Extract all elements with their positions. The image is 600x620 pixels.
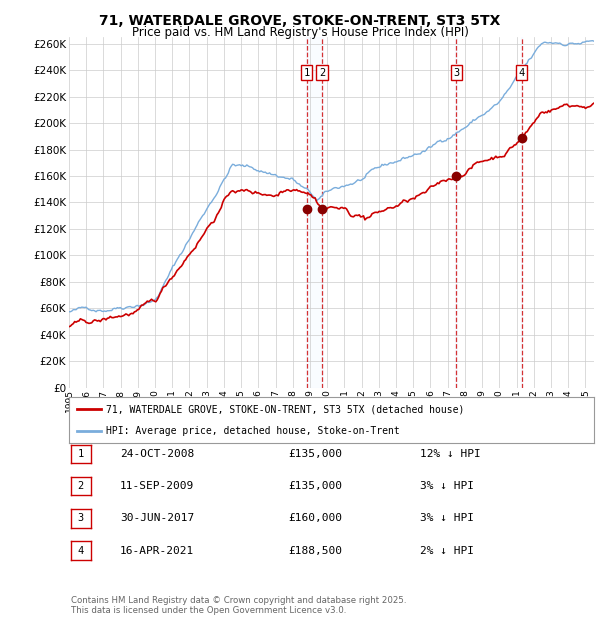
Text: 30-JUN-2017: 30-JUN-2017 <box>120 513 194 523</box>
Text: 4: 4 <box>518 68 524 78</box>
Text: £135,000: £135,000 <box>288 449 342 459</box>
Text: 2: 2 <box>319 68 325 78</box>
Text: 3% ↓ HPI: 3% ↓ HPI <box>420 481 474 491</box>
Text: £160,000: £160,000 <box>288 513 342 523</box>
Text: 71, WATERDALE GROVE, STOKE-ON-TRENT, ST3 5TX: 71, WATERDALE GROVE, STOKE-ON-TRENT, ST3… <box>100 14 500 28</box>
Text: £188,500: £188,500 <box>288 546 342 556</box>
Text: 3% ↓ HPI: 3% ↓ HPI <box>420 513 474 523</box>
Text: 1: 1 <box>77 449 84 459</box>
Text: 4: 4 <box>77 546 84 556</box>
Text: 71, WATERDALE GROVE, STOKE-ON-TRENT, ST3 5TX (detached house): 71, WATERDALE GROVE, STOKE-ON-TRENT, ST3… <box>106 404 464 414</box>
Text: 2: 2 <box>77 481 84 491</box>
Text: Price paid vs. HM Land Registry's House Price Index (HPI): Price paid vs. HM Land Registry's House … <box>131 26 469 39</box>
Text: 1: 1 <box>304 68 310 78</box>
Text: 24-OCT-2008: 24-OCT-2008 <box>120 449 194 459</box>
Bar <box>455 37 457 387</box>
Text: £135,000: £135,000 <box>288 481 342 491</box>
Bar <box>521 37 523 387</box>
Text: 11-SEP-2009: 11-SEP-2009 <box>120 481 194 491</box>
Text: 12% ↓ HPI: 12% ↓ HPI <box>420 449 481 459</box>
Text: Contains HM Land Registry data © Crown copyright and database right 2025.
This d: Contains HM Land Registry data © Crown c… <box>71 596 406 615</box>
Text: 16-APR-2021: 16-APR-2021 <box>120 546 194 556</box>
Text: 3: 3 <box>77 513 84 523</box>
Text: 3: 3 <box>453 68 460 78</box>
Bar <box>306 37 323 387</box>
Text: 2% ↓ HPI: 2% ↓ HPI <box>420 546 474 556</box>
Text: HPI: Average price, detached house, Stoke-on-Trent: HPI: Average price, detached house, Stok… <box>106 426 400 436</box>
